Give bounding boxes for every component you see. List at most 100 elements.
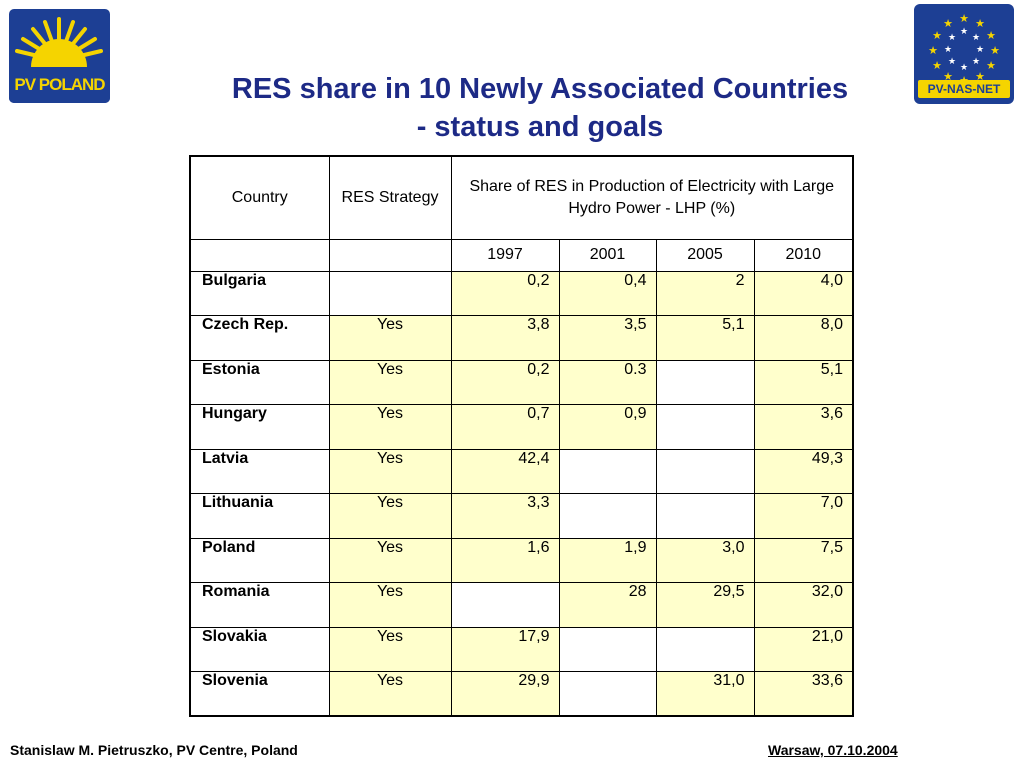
svg-text:★: ★ (948, 57, 956, 67)
svg-text:★: ★ (948, 33, 956, 43)
strategy-cell (328, 270, 452, 316)
value-cell: 49,3 (753, 448, 854, 494)
strategy-cell: Yes (328, 493, 452, 539)
svg-text:★: ★ (944, 45, 952, 55)
value-cell (655, 359, 755, 405)
value-cell: 5,1 (655, 315, 755, 361)
value-cell (450, 582, 560, 628)
value-cell: 3,8 (450, 315, 560, 361)
country-cell: Lithuania (189, 493, 330, 539)
svg-text:★: ★ (928, 44, 938, 57)
value-cell: 28 (558, 582, 657, 628)
table-row: Slovenia Yes 29,9 31,0 33,6 (189, 671, 854, 717)
strategy-cell: Yes (328, 448, 452, 494)
value-cell: 29,5 (655, 582, 755, 628)
svg-text:★: ★ (943, 70, 953, 83)
table-row: Latvia Yes 42,4 49,3 (189, 448, 854, 494)
value-cell (655, 404, 755, 450)
value-cell: 3,6 (753, 404, 854, 450)
svg-text:★: ★ (976, 45, 984, 55)
header-res-strategy: RES Strategy (328, 155, 452, 240)
footer-place-date: Warsaw, 07.10.2004 (768, 742, 898, 758)
country-cell: Latvia (189, 448, 330, 494)
header-share: Share of RES in Production of Electricit… (450, 155, 854, 240)
table-row: Estonia Yes 0,2 0.3 5,1 (189, 359, 854, 405)
svg-text:★: ★ (959, 12, 969, 25)
res-share-table: Country RES Strategy Share of RES in Pro… (189, 155, 854, 717)
pv-poland-logo-text: PV POLAND (14, 75, 105, 94)
value-cell: 32,0 (753, 582, 854, 628)
year-header: 1997 (450, 238, 560, 272)
value-cell: 3,0 (655, 537, 755, 583)
svg-text:★: ★ (975, 17, 985, 30)
value-cell: 0,4 (558, 270, 657, 316)
year-header: 2010 (753, 238, 854, 272)
table-row: Poland Yes 1,6 1,9 3,0 7,5 (189, 537, 854, 583)
value-cell (655, 626, 755, 672)
value-cell (558, 626, 657, 672)
svg-text:★: ★ (943, 17, 953, 30)
table-row: Hungary Yes 0,7 0,9 3,6 (189, 404, 854, 450)
svg-text:★: ★ (972, 57, 980, 67)
value-cell: 1,9 (558, 537, 657, 583)
svg-text:★: ★ (932, 29, 942, 42)
year-header: 2005 (655, 238, 755, 272)
title-line-1: RES share in 10 Newly Associated Countri… (231, 73, 849, 105)
country-cell: Poland (189, 537, 330, 583)
value-cell (558, 671, 657, 717)
value-cell: 7,0 (753, 493, 854, 539)
svg-text:★: ★ (960, 27, 968, 37)
strategy-cell: Yes (328, 359, 452, 405)
footer-author: Stanislaw M. Pietruszko, PV Centre, Pola… (10, 742, 298, 758)
table-row: Bulgaria 0,2 0,4 2 4,0 (189, 270, 854, 316)
value-cell: 21,0 (753, 626, 854, 672)
value-cell: 8,0 (753, 315, 854, 361)
header-country: Country (189, 155, 330, 240)
value-cell: 33,6 (753, 671, 854, 717)
table-row: Lithuania Yes 3,3 7,0 (189, 493, 854, 539)
svg-text:★: ★ (975, 70, 985, 83)
table-row: Czech Rep. Yes 3,8 3,5 5,1 8,0 (189, 315, 854, 361)
value-cell: 31,0 (655, 671, 755, 717)
value-cell: 0,7 (450, 404, 560, 450)
subheader-empty-country (189, 238, 330, 272)
strategy-cell: Yes (328, 537, 452, 583)
country-cell: Bulgaria (189, 270, 330, 316)
pv-nas-net-logo: ★ ★ ★ ★ ★ ★ ★ ★ ★ ★ ★ ★ ★ ★ ★ ★ ★ ★ ★ ★ … (914, 4, 1014, 104)
strategy-cell: Yes (328, 626, 452, 672)
svg-text:★: ★ (990, 44, 1000, 57)
value-cell: 17,9 (450, 626, 560, 672)
value-cell: 2 (655, 270, 755, 316)
strategy-cell: Yes (328, 315, 452, 361)
country-cell: Czech Rep. (189, 315, 330, 361)
value-cell: 42,4 (450, 448, 560, 494)
slide-title: RES share in 10 Newly Associated Countri… (140, 70, 940, 146)
pv-poland-logo: PV POLAND (9, 9, 110, 103)
value-cell (655, 448, 755, 494)
strategy-cell: Yes (328, 582, 452, 628)
table-row: Slovakia Yes 17,9 21,0 (189, 626, 854, 672)
sun-icon (9, 17, 110, 103)
value-cell: 0,2 (450, 359, 560, 405)
eu-stars-icon: ★ ★ ★ ★ ★ ★ ★ ★ ★ ★ ★ ★ ★ ★ ★ ★ ★ ★ ★ ★ (928, 12, 1000, 87)
value-cell: 7,5 (753, 537, 854, 583)
value-cell (655, 493, 755, 539)
country-cell: Hungary (189, 404, 330, 450)
value-cell: 1,6 (450, 537, 560, 583)
value-cell: 29,9 (450, 671, 560, 717)
title-line-2: - status and goals (416, 111, 664, 143)
svg-text:★: ★ (986, 59, 996, 72)
pv-nas-net-logo-text: PV-NAS-NET (918, 80, 1010, 98)
svg-text:★: ★ (960, 63, 968, 73)
value-cell: 5,1 (753, 359, 854, 405)
svg-text:★: ★ (986, 29, 996, 42)
value-cell: 3,5 (558, 315, 657, 361)
value-cell: 4,0 (753, 270, 854, 316)
svg-text:★: ★ (972, 33, 980, 43)
country-cell: Romania (189, 582, 330, 628)
value-cell (558, 493, 657, 539)
country-cell: Slovakia (189, 626, 330, 672)
country-cell: Estonia (189, 359, 330, 405)
value-cell: 0.3 (558, 359, 657, 405)
value-cell: 0,9 (558, 404, 657, 450)
